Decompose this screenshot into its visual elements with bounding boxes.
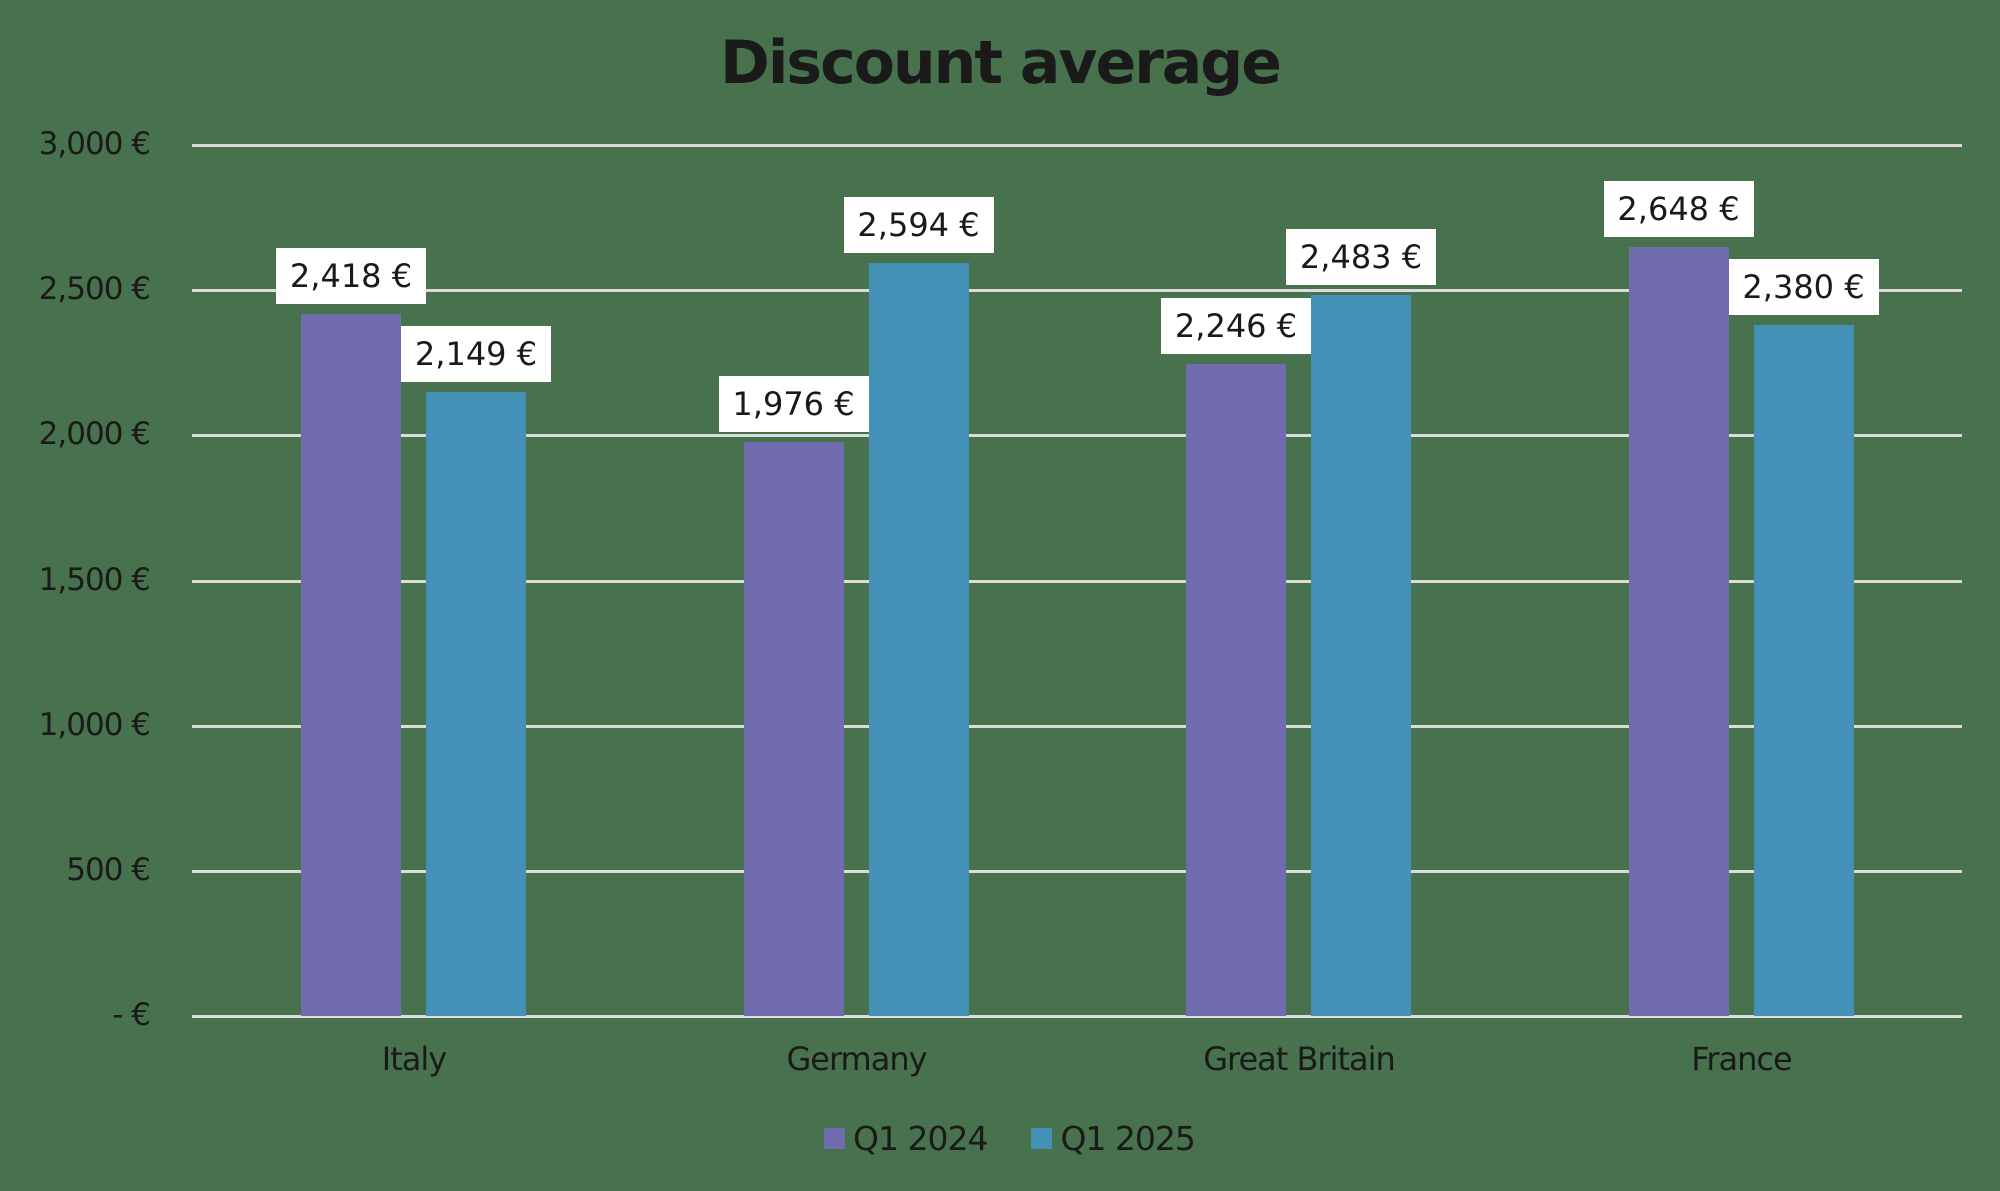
bar-q1-2024-france bbox=[1628, 247, 1729, 1016]
bar-q1-2024-italy bbox=[301, 313, 401, 1016]
bar-q1-2024-germany bbox=[743, 442, 844, 1016]
data-label: 2,418 € bbox=[276, 247, 426, 304]
y-axis-tick-label: - € bbox=[112, 997, 151, 1033]
gridline bbox=[192, 1015, 1962, 1018]
gridline bbox=[192, 289, 1962, 293]
gridline bbox=[192, 869, 1962, 873]
legend-swatch-icon bbox=[824, 1127, 845, 1149]
y-axis-tick-label: 1,500 € bbox=[38, 561, 151, 598]
y-axis-tick-label: 2,000 € bbox=[38, 416, 151, 453]
gridline bbox=[192, 579, 1962, 583]
x-axis-category-label: France bbox=[1691, 1040, 1792, 1078]
data-label: 1,976 € bbox=[718, 376, 869, 433]
bar-q1-2025-great-britain bbox=[1311, 295, 1411, 1016]
data-label: 2,149 € bbox=[401, 326, 551, 383]
data-label: 2,483 € bbox=[1286, 229, 1436, 286]
data-label: 2,594 € bbox=[843, 196, 994, 253]
gridline bbox=[192, 144, 1962, 147]
bar-q1-2025-germany bbox=[868, 262, 969, 1016]
x-axis-category-label: Great Britain bbox=[1203, 1040, 1396, 1078]
y-axis-tick-label: 3,000 € bbox=[38, 126, 151, 162]
legend-item: Q1 2024 bbox=[824, 1118, 988, 1158]
x-axis-category-label: Germany bbox=[786, 1040, 927, 1078]
gridline bbox=[192, 724, 1962, 728]
legend-swatch-icon bbox=[1031, 1127, 1053, 1149]
y-axis-tick-label: 500 € bbox=[66, 851, 151, 888]
bar-q1-2024-great-britain bbox=[1186, 363, 1286, 1016]
bar-q1-2025-italy bbox=[426, 392, 526, 1016]
legend-label: Q1 2024 bbox=[853, 1118, 988, 1158]
data-label: 2,246 € bbox=[1161, 297, 1311, 354]
data-label: 2,648 € bbox=[1603, 181, 1754, 238]
x-axis-category-label: Italy bbox=[381, 1040, 447, 1078]
y-axis-tick-label: 2,500 € bbox=[38, 271, 151, 308]
y-axis-tick-label: 1,000 € bbox=[38, 706, 151, 743]
gridline bbox=[192, 434, 1962, 438]
data-label: 2,380 € bbox=[1728, 259, 1879, 315]
bar-q1-2025-france bbox=[1753, 325, 1854, 1016]
legend: Q1 2024 Q1 2025 bbox=[824, 1118, 1239, 1158]
chart-title: Discount average bbox=[720, 28, 1282, 98]
legend-item: Q1 2025 bbox=[1031, 1118, 1196, 1158]
legend-label: Q1 2025 bbox=[1060, 1118, 1195, 1158]
